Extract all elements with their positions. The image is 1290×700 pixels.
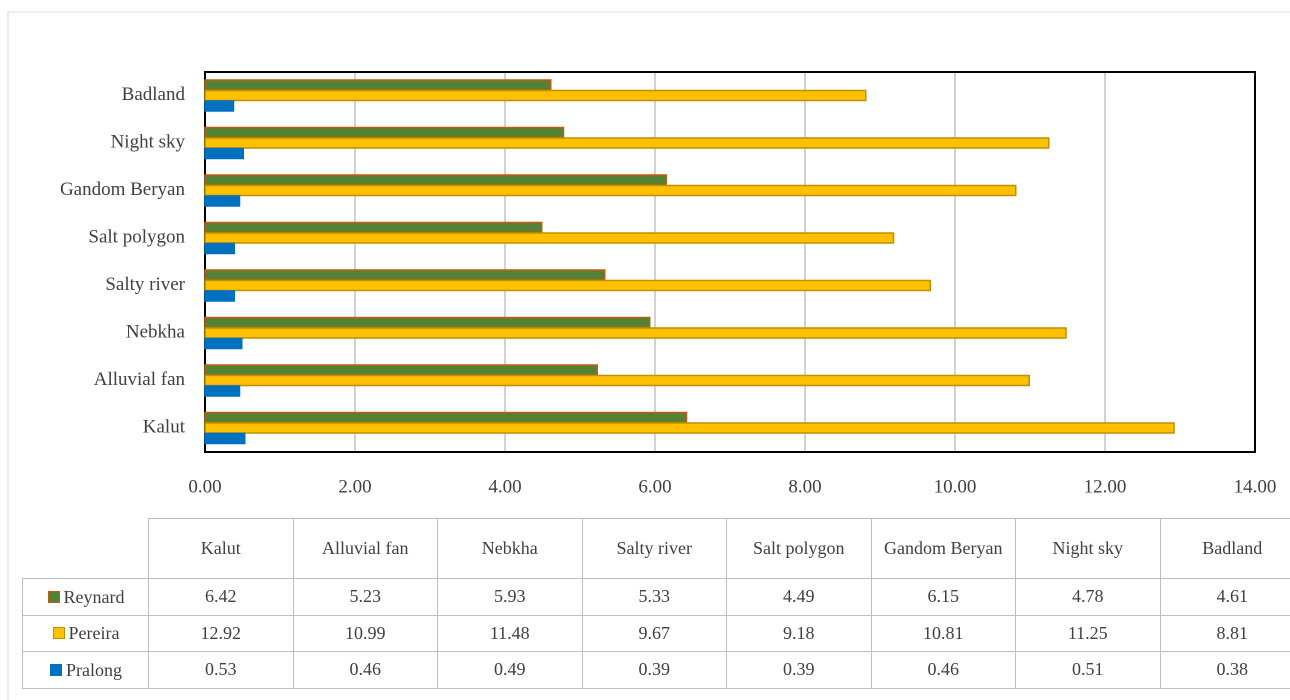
table-value: 9.67 bbox=[581, 614, 727, 652]
table-header: Night sky bbox=[1015, 518, 1161, 579]
legend-label: Reynard bbox=[63, 586, 125, 607]
y-tick-label: Gandom Beryan bbox=[60, 179, 186, 200]
bar bbox=[204, 411, 688, 424]
bar bbox=[204, 374, 1030, 387]
table-value: 0.53 bbox=[148, 651, 294, 689]
table-value: 0.39 bbox=[726, 651, 872, 689]
table-value: 11.25 bbox=[1015, 614, 1161, 652]
bar bbox=[204, 269, 606, 281]
table-value: 4.78 bbox=[1015, 578, 1161, 616]
table-header: Nebkha bbox=[437, 518, 583, 579]
table-value: 6.15 bbox=[870, 578, 1016, 616]
table-value: 0.49 bbox=[437, 651, 583, 689]
table-value: 10.99 bbox=[292, 614, 438, 652]
table-header: Kalut bbox=[148, 518, 294, 579]
bar bbox=[204, 422, 1175, 434]
table-value: 0.38 bbox=[1159, 651, 1290, 689]
table-value: 10.81 bbox=[870, 614, 1016, 652]
table-header: Alluvial fan bbox=[292, 518, 438, 579]
bar bbox=[204, 327, 1067, 339]
y-tick-label: Nebkha bbox=[126, 322, 186, 343]
x-tick-label: 10.00 bbox=[934, 476, 977, 497]
bar bbox=[204, 232, 895, 244]
table-header: Salt polygon bbox=[726, 518, 872, 579]
bar bbox=[204, 316, 651, 329]
bar bbox=[204, 147, 244, 160]
y-tick-label: Kalut bbox=[143, 417, 186, 438]
bar bbox=[204, 89, 867, 102]
y-tick-label: Night sky bbox=[111, 132, 186, 153]
x-tick-label: 14.00 bbox=[1234, 476, 1277, 497]
table-value: 0.46 bbox=[292, 651, 438, 689]
bar bbox=[204, 290, 235, 302]
table-value: 4.61 bbox=[1159, 578, 1290, 616]
table-row-label: Pralong bbox=[22, 651, 149, 689]
table-row-label: Pereira bbox=[22, 614, 149, 652]
bar bbox=[204, 221, 543, 234]
bar bbox=[204, 337, 243, 350]
y-tick-label: Alluvial fan bbox=[94, 369, 186, 390]
table-value: 0.39 bbox=[581, 651, 727, 689]
table-value: 11.48 bbox=[437, 614, 583, 652]
table-value: 9.18 bbox=[726, 614, 872, 652]
bar bbox=[204, 242, 235, 255]
figure-frame bbox=[7, 11, 1290, 700]
y-tick-label: Badland bbox=[122, 84, 186, 105]
table-value: 0.46 bbox=[870, 651, 1016, 689]
table-header: Salty river bbox=[581, 518, 727, 579]
legend-label: Pereira bbox=[68, 623, 120, 643]
table-value: 5.93 bbox=[437, 578, 583, 616]
bar bbox=[204, 174, 667, 186]
table-value: 4.49 bbox=[726, 578, 872, 616]
y-tick-label: Salty river bbox=[105, 274, 185, 295]
plot-frame bbox=[204, 71, 1256, 453]
bar bbox=[204, 184, 1017, 197]
bar bbox=[204, 126, 565, 139]
bar bbox=[204, 432, 246, 445]
bar bbox=[204, 79, 552, 91]
legend-label: Pralong bbox=[66, 659, 122, 680]
bar bbox=[204, 195, 241, 207]
bar bbox=[204, 279, 931, 292]
bar bbox=[204, 364, 598, 376]
table-value: 5.23 bbox=[292, 578, 438, 616]
legend-swatch bbox=[47, 590, 60, 603]
table-value: 0.51 bbox=[1015, 651, 1161, 689]
y-tick-label: Salt polygon bbox=[88, 227, 185, 248]
table-value: 6.42 bbox=[148, 578, 294, 616]
x-tick-label: 12.00 bbox=[1084, 476, 1127, 497]
x-tick-label: 6.00 bbox=[638, 476, 671, 497]
x-tick-label: 4.00 bbox=[488, 476, 521, 497]
table-row-label: Reynard bbox=[22, 578, 149, 616]
x-tick-label: 8.00 bbox=[788, 476, 821, 497]
table-value: 8.81 bbox=[1159, 614, 1290, 652]
table-header: Badland bbox=[1159, 518, 1290, 579]
table-header: Gandom Beryan bbox=[870, 518, 1016, 579]
x-tick-label: 2.00 bbox=[338, 476, 371, 497]
bar bbox=[204, 137, 1050, 149]
bar bbox=[204, 100, 235, 112]
bar bbox=[204, 385, 241, 397]
table-value: 5.33 bbox=[581, 578, 727, 616]
x-tick-label: 0.00 bbox=[188, 476, 221, 497]
legend-swatch bbox=[50, 663, 62, 676]
legend-swatch bbox=[52, 627, 65, 640]
table-value: 12.92 bbox=[148, 614, 294, 652]
